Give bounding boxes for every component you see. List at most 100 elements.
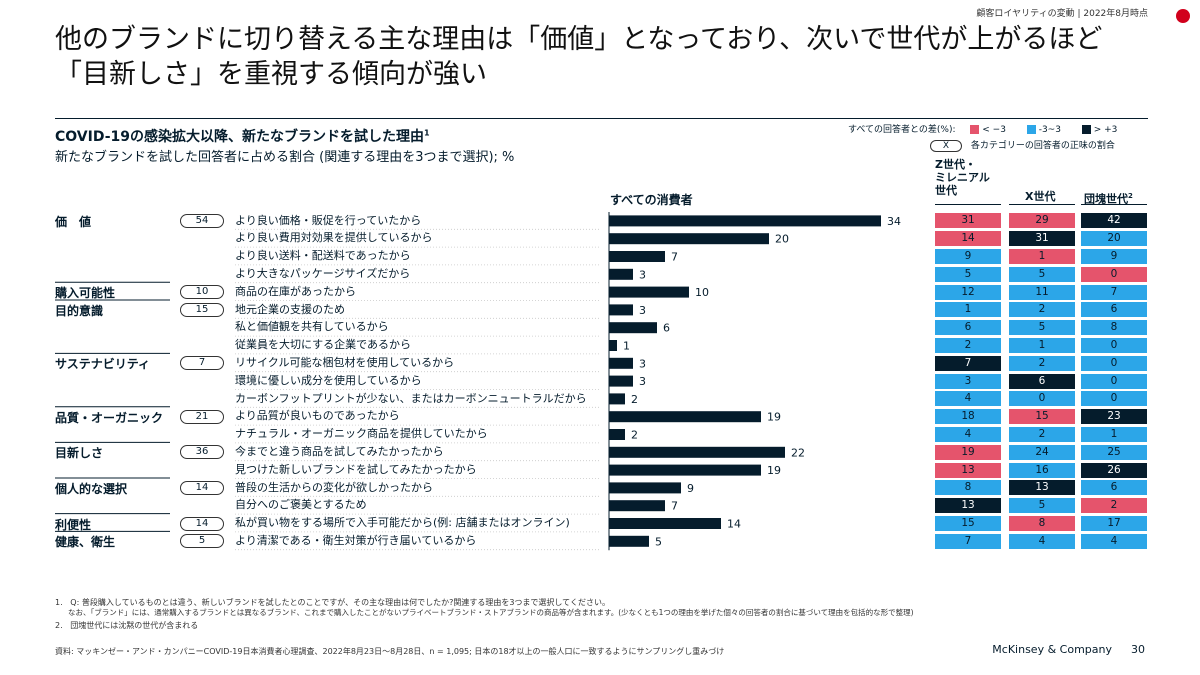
title-line-2: 「目新しさ」を重視する傾向が強い — [55, 59, 487, 90]
bar-all-consumers — [609, 357, 633, 369]
gen-cell-boomer: 8 — [1081, 320, 1147, 336]
bar-all-consumers — [609, 322, 657, 334]
bar-value-label: 19 — [767, 411, 781, 424]
category-label: 目的意識 — [55, 304, 104, 318]
net-percentage-pill: 15 — [180, 303, 224, 317]
gen-cell-z: 15 — [935, 516, 1001, 531]
gen-cell-z: 5 — [935, 266, 1001, 282]
gen-cell-x: 8 — [1009, 516, 1075, 531]
reason-label: より清潔である・衛生対策が行き届いているから — [235, 533, 477, 547]
footnote-1-cont: なお、「ブランド」には、通常購入するブランドとは異なるブランド、これまで購入した… — [68, 608, 914, 617]
gen-cell-x: 1 — [1009, 338, 1075, 353]
category-label: サステナビリティ — [55, 357, 151, 372]
footnote-1: 1. Q: 普段購入しているものとは違う、新しいブランドを試したとのことですが、… — [55, 598, 610, 607]
reason-label: 私と価値観を共有しているから — [235, 320, 389, 334]
reason-label: より良い価格・販促を行っていたから — [235, 213, 422, 227]
gen-cell-boomer: 4 — [1081, 533, 1147, 549]
bar-value-label: 2 — [631, 429, 638, 442]
gen-cell-boomer: 26 — [1081, 462, 1147, 478]
bar-all-consumers — [609, 268, 633, 280]
gen-cell-z: 3 — [935, 373, 1001, 389]
reason-label: リサイクル可能な梱包材を使用しているから — [235, 355, 455, 369]
gen-cell-x: 6 — [1009, 373, 1075, 389]
bar-all-consumers — [609, 251, 665, 262]
gen-cell-x: 13 — [1009, 480, 1075, 496]
legend-swatch-positive — [1081, 125, 1091, 134]
bar-all-consumers — [609, 482, 681, 494]
legend: すべての回答者との差(%): < −3 -3~3 > +3 — [848, 122, 1117, 135]
bar-all-consumers — [609, 286, 689, 298]
gen-cell-x: 16 — [1009, 462, 1075, 478]
gen-cell-x: 24 — [1009, 444, 1075, 460]
gen-cell-x: 29 — [1009, 213, 1075, 229]
bar-value-label: 20 — [775, 233, 789, 246]
legend-swatch-negative — [970, 125, 980, 134]
gen-cell-z: 8 — [935, 480, 1001, 496]
footnote-2: 2. 団塊世代には沈黙の世代が含まれる — [55, 621, 199, 630]
column-header-gen-x: X世代 — [1025, 190, 1056, 203]
bar-all-consumers — [609, 304, 633, 316]
gen-cell-x: 15 — [1009, 409, 1075, 425]
gen-cell-boomer: 0 — [1081, 338, 1147, 353]
gen-cell-x: 5 — [1009, 498, 1075, 514]
reason-label: 地元企業の支援のため — [235, 302, 345, 316]
bar-all-consumers — [609, 500, 665, 512]
chart-subtitle: 新たなブランドを試した回答者に占める割合 (関連する理由を3つまで選択); % — [55, 150, 515, 165]
gen-cell-z: 12 — [935, 284, 1001, 300]
reason-label: 自分へのご褒美とするため — [235, 498, 367, 512]
category-label: 購入可能性 — [55, 286, 116, 301]
legend-item-neutral: -3~3 — [1038, 125, 1061, 135]
gen-cell-z: 13 — [935, 498, 1001, 514]
bar-all-consumers — [609, 446, 785, 458]
gen-cell-z: 9 — [935, 249, 1001, 264]
net-percentage-pill: 7 — [180, 356, 224, 371]
reason-label: より品質が良いものであったから — [235, 409, 400, 423]
bar-value-label: 7 — [671, 251, 678, 264]
reason-label: 今までと違う商品を試してみたかったから — [235, 444, 444, 458]
net-percentage-pill: 21 — [180, 409, 224, 424]
gen-cell-z: 6 — [935, 320, 1001, 336]
legend-pill-note: X 各カテゴリーの回答者の正味の割合 — [930, 138, 1115, 152]
page-number: 30 — [1131, 643, 1145, 656]
bar-all-consumers — [609, 411, 761, 423]
net-percentage-pill: 14 — [180, 481, 224, 495]
reason-label: カーボンフットプリントが少ない、またはカーボンニュートラルだから — [235, 391, 587, 405]
bar-all-consumers — [609, 375, 633, 387]
legend-swatch-neutral — [1026, 125, 1036, 134]
gen-cell-boomer: 0 — [1081, 266, 1147, 282]
gen-cell-z: 18 — [935, 409, 1001, 425]
bar-value-label: 3 — [639, 357, 646, 370]
reason-label: より良い送料・配送料であったから — [235, 249, 411, 263]
gen-cell-boomer: 0 — [1081, 391, 1147, 407]
gen-cell-x: 2 — [1009, 427, 1075, 442]
bar-value-label: 7 — [671, 500, 678, 513]
japan-flag-icon — [1166, 0, 1200, 34]
net-percentage-pill: 5 — [180, 534, 224, 549]
reason-label: 見つけた新しいブランドを試してみたかったから — [235, 462, 477, 476]
gen-cell-x: 5 — [1009, 266, 1075, 282]
company-logo: McKinsey & Company — [992, 643, 1112, 656]
reason-label: 従業員を大切にする企業であるから — [235, 338, 411, 352]
bar-value-label: 5 — [655, 535, 662, 548]
gen-cell-boomer: 2 — [1081, 498, 1147, 514]
category-label: 価 値 — [55, 215, 92, 229]
bar-value-label: 14 — [727, 518, 741, 531]
net-percentage-pill: 14 — [180, 516, 224, 531]
gen-cell-z: 1 — [935, 302, 1001, 318]
gen-cell-boomer: 6 — [1081, 302, 1147, 318]
bar-value-label: 3 — [639, 268, 646, 281]
bar-value-label: 22 — [791, 446, 805, 459]
gen-cell-z: 2 — [935, 338, 1001, 353]
gen-cell-boomer: 20 — [1081, 231, 1147, 247]
gen-cell-z: 4 — [935, 427, 1001, 442]
category-label: 利便性 — [55, 517, 92, 532]
reason-label: 私が買い物をする場所で入手可能だから(例: 店舗またはオンライン) — [235, 516, 570, 530]
column-header-all-consumers: すべての消費者 — [610, 193, 693, 207]
gen-cell-boomer: 23 — [1081, 409, 1147, 425]
bar-all-consumers — [609, 518, 721, 529]
bar-value-label: 3 — [639, 375, 646, 388]
bar-value-label: 2 — [631, 393, 638, 406]
legend-pill-icon: X — [930, 140, 962, 152]
gen-cell-boomer: 9 — [1081, 249, 1147, 264]
